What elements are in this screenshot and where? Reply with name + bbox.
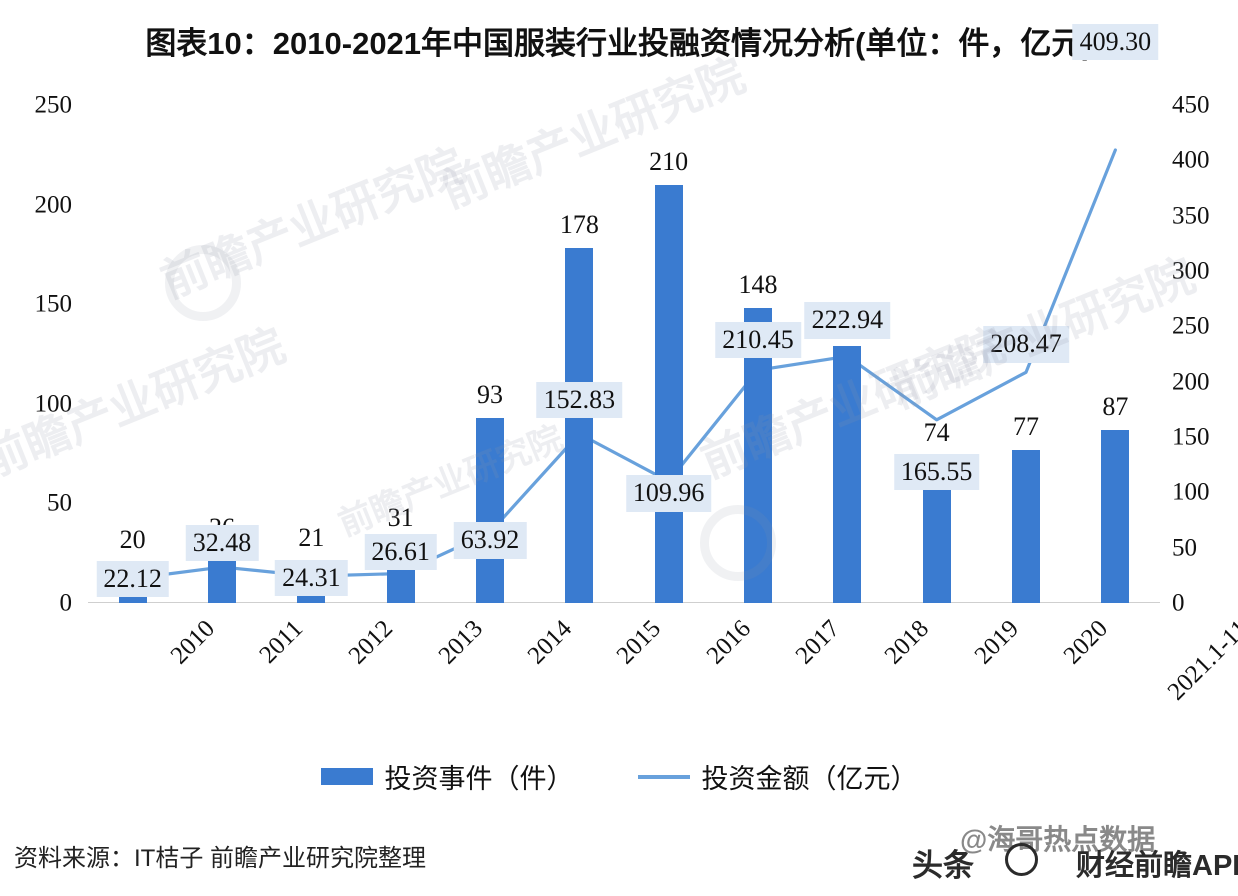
bar-value-label-2021.1-11: 87	[1102, 391, 1129, 421]
line-value-label-2014: 63.92	[453, 522, 527, 559]
y-right-tick-250: 250	[1172, 312, 1210, 340]
bar-2014[interactable]	[476, 417, 504, 603]
y-right-tick-100: 100	[1172, 478, 1210, 506]
line-value-label-2021.1-11: 409.30	[1072, 24, 1159, 61]
chart-legend: 投资事件（件） 投资金额（亿元）	[0, 757, 1238, 796]
y-left-tick-150: 150	[34, 290, 73, 318]
bar-2018[interactable]	[833, 346, 862, 603]
watermark-ring-icon	[700, 505, 776, 581]
x-axis-categories: 2010 2011 2012 2013 2014 2015 2016 2017 2018 2019…	[88, 603, 1238, 723]
bar-value-label-2017: 148	[738, 270, 778, 300]
watermark-platform: 头条	[912, 848, 974, 883]
bar-value-label-2014: 93	[477, 379, 503, 409]
y-left-tick-100: 100	[34, 390, 73, 418]
watermark-at-icon	[1005, 843, 1038, 876]
line-value-label-2020: 208.47	[983, 326, 1069, 363]
bar-value-label-2013: 31	[387, 503, 414, 533]
legend-item-bar[interactable]: 投资事件（件）	[320, 757, 574, 796]
x-tick-2014: 2014	[522, 615, 578, 670]
source-note: 资料来源：IT桔子 前瞻产业研究院整理	[14, 845, 426, 872]
x-tick-2010: 2010	[165, 615, 220, 670]
line-value-label-2013: 26.61	[364, 533, 437, 570]
legend-item-line[interactable]: 投资金额（亿元）	[637, 757, 918, 796]
y-left-tick-200: 200	[34, 191, 73, 219]
line-value-label-2016: 109.96	[625, 475, 712, 512]
bar-2021.1-11[interactable]	[1101, 429, 1130, 603]
bar-value-label-2010: 20	[119, 525, 146, 555]
x-tick-2018: 2018	[879, 615, 935, 670]
bar-2015[interactable]	[565, 248, 594, 603]
legend-line-swatch-icon	[637, 774, 690, 779]
line-value-label-2015: 152.83	[536, 381, 623, 419]
y-right-tick-0: 0	[1172, 589, 1185, 617]
line-value-label-2011: 32.48	[185, 525, 259, 562]
bar-value-label-2015: 178	[559, 210, 599, 240]
x-tick-2020: 2020	[1058, 615, 1114, 670]
x-tick-2012: 2012	[343, 615, 399, 670]
x-tick-2015: 2015	[611, 615, 667, 670]
y-left-tick-50: 50	[47, 489, 72, 517]
watermark-ring-icon	[165, 245, 241, 321]
bar-2016[interactable]	[654, 184, 683, 603]
legend-line-label: 投资金额（亿元）	[701, 764, 918, 794]
plot-area: 202621319317821014812974778722.1232.4824…	[88, 24, 1160, 603]
line-value-label-2017: 210.45	[715, 322, 801, 359]
y-axis-left: 0 50 100 150 200 250	[0, 93, 73, 616]
x-tick-2017: 2017	[790, 615, 846, 670]
y-right-tick-50: 50	[1172, 534, 1197, 562]
bar-value-label-2012: 21	[298, 523, 325, 553]
x-tick-2011: 2011	[254, 615, 309, 669]
y-right-tick-150: 150	[1172, 423, 1210, 451]
line-value-label-2018: 222.94	[804, 302, 891, 339]
page-title: 图表10：2010-2021年中国服装行业投融资情况分析(单位：件，亿元)	[145, 26, 1093, 61]
legend-bar-swatch-icon	[320, 768, 373, 785]
y-axis-right: 0 50 100 150 200 250 300 350 400 450	[1172, 93, 1238, 616]
watermark-account-name: @海哥热点数据	[960, 824, 1156, 855]
x-tick-2021.1-11: 2021.1-11	[1162, 615, 1238, 706]
y-right-tick-450: 450	[1172, 91, 1210, 119]
x-tick-2013: 2013	[433, 615, 488, 670]
line-value-label-2012: 24.31	[275, 560, 348, 597]
y-right-tick-200: 200	[1172, 368, 1210, 396]
bar-2020[interactable]	[1012, 449, 1040, 603]
y-left-tick-0: 0	[59, 589, 73, 617]
x-tick-2016: 2016	[701, 615, 756, 670]
line-value-label-2019: 165.55	[893, 453, 980, 491]
bar-value-label-2020: 77	[1013, 411, 1039, 441]
bar-value-label-2019: 74	[923, 417, 950, 447]
y-right-tick-300: 300	[1172, 257, 1210, 285]
x-tick-2019: 2019	[969, 615, 1024, 670]
y-left-tick-250: 250	[34, 91, 73, 119]
y-right-tick-350: 350	[1172, 202, 1210, 230]
bar-value-label-2016: 210	[649, 146, 689, 176]
legend-bar-label: 投资事件（件）	[384, 764, 574, 794]
watermark-app-name: 财经前瞻APP	[1076, 850, 1238, 882]
y-right-tick-400: 400	[1172, 146, 1210, 174]
line-value-label-2010: 22.12	[96, 560, 169, 597]
